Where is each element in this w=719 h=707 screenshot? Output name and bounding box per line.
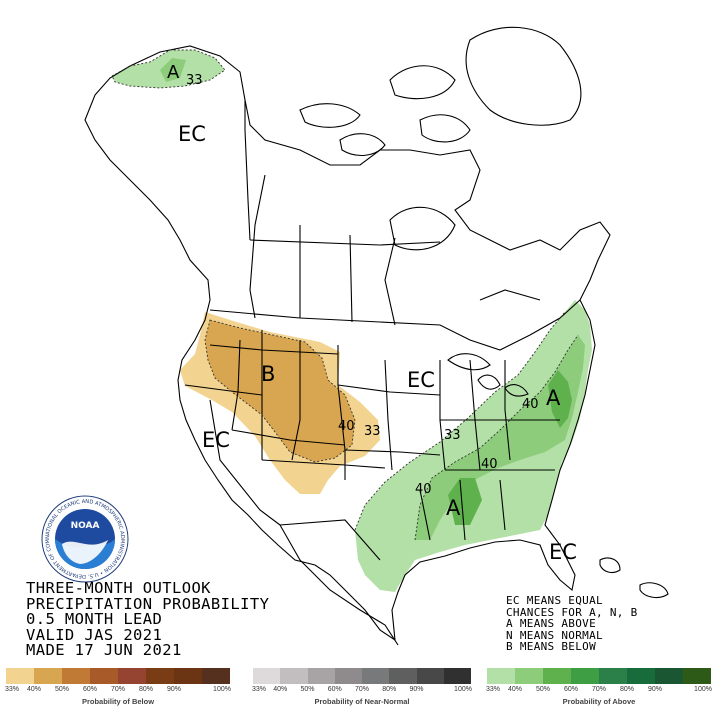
contour-east-33: 33 bbox=[444, 428, 461, 443]
below-swatch-7 bbox=[202, 668, 230, 684]
legend-line-1: EC MEANS EQUAL bbox=[506, 594, 603, 607]
below-ticks: 33% 40% 50% 60% 70% 80% 90% 100% bbox=[4, 686, 231, 696]
below-tick-2: 50% bbox=[54, 686, 70, 693]
above-caption: Probability of Above bbox=[562, 697, 636, 706]
above-swatch-4 bbox=[599, 668, 627, 684]
below-swatches bbox=[6, 668, 230, 684]
below-swatch-5 bbox=[146, 668, 174, 684]
above-tick-5: 80% bbox=[619, 686, 635, 693]
label-ec-west: EC bbox=[202, 428, 230, 452]
above-tick-1: 40% bbox=[507, 686, 523, 693]
normal-tick-2: 50% bbox=[300, 686, 315, 693]
normal-tick-6: 90% bbox=[409, 686, 424, 693]
normal-swatch-3 bbox=[334, 668, 362, 684]
contour-east-40-south: 40 bbox=[415, 482, 432, 497]
above-swatches bbox=[487, 668, 711, 684]
label-ec-central: EC bbox=[407, 368, 435, 392]
normal-caption: Probability of Near-Normal bbox=[314, 697, 410, 706]
probability-contours bbox=[111, 49, 579, 541]
label-b-northwest: B bbox=[261, 362, 276, 386]
contour-east-40-mid: 40 bbox=[481, 457, 498, 472]
shade-northwest-below-40 bbox=[205, 320, 355, 462]
below-tick-7: 100% bbox=[213, 686, 231, 693]
above-swatch-2 bbox=[543, 668, 571, 684]
contour-nw-40: 40 bbox=[338, 419, 355, 434]
title-line-1: THREE-MONTH OUTLOOK bbox=[26, 579, 211, 597]
title-block: THREE-MONTH OUTLOOK PRECIPITATION PROBAB… bbox=[26, 579, 270, 659]
legend-line-3: A MEANS ABOVE bbox=[506, 617, 596, 630]
title-line-5: MADE 17 JUN 2021 bbox=[26, 641, 182, 659]
below-tick-5: 80% bbox=[138, 686, 154, 693]
above-swatch-3 bbox=[571, 668, 599, 684]
legend-text-block: EC MEANS EQUAL CHANCES FOR A, N, B A MEA… bbox=[506, 595, 638, 653]
normal-swatches bbox=[253, 668, 471, 684]
normal-swatch-4 bbox=[362, 668, 390, 684]
above-swatch-6 bbox=[655, 668, 683, 684]
shade-gulf-above-50 bbox=[448, 478, 482, 525]
noaa-text: NOAA bbox=[71, 521, 100, 531]
below-tick-6: 90% bbox=[166, 686, 182, 693]
below-tick-1: 40% bbox=[26, 686, 42, 693]
below-swatch-4 bbox=[118, 668, 146, 684]
contour-alaska-33: 33 bbox=[186, 73, 203, 88]
scale-normal: 33% 40% 50% 60% 70% 80% 90% 100% Probability of … bbox=[251, 668, 472, 706]
above-tick-4: 70% bbox=[591, 686, 607, 693]
normal-swatch-5 bbox=[389, 668, 417, 684]
normal-tick-0: 33% bbox=[251, 686, 267, 693]
normal-tick-5: 80% bbox=[382, 686, 397, 693]
legend-line-5: B MEANS BELOW bbox=[506, 640, 596, 653]
legend-line-4: N MEANS NORMAL bbox=[506, 628, 603, 642]
shade-east-above-33 bbox=[355, 300, 592, 592]
below-caption: Probability of Below bbox=[81, 697, 155, 706]
normal-tick-1: 40% bbox=[273, 686, 288, 693]
normal-tick-7: 100% bbox=[454, 686, 472, 693]
normal-ticks: 33% 40% 50% 60% 70% 80% 90% 100% bbox=[251, 686, 472, 696]
title-line-3: 0.5 MONTH LEAD bbox=[26, 610, 163, 628]
political-boundaries bbox=[84, 26, 669, 646]
above-swatch-0 bbox=[487, 668, 515, 684]
label-a-alaska: A bbox=[167, 62, 180, 83]
above-tick-0: 33% bbox=[485, 686, 501, 693]
label-a-east: A bbox=[546, 386, 561, 410]
above-tick-7: 100% bbox=[694, 686, 712, 693]
below-swatch-0 bbox=[6, 668, 34, 684]
shade-east-above-50 bbox=[548, 370, 572, 428]
normal-swatch-0 bbox=[253, 668, 281, 684]
above-tick-2: 50% bbox=[535, 686, 551, 693]
above-swatch-7 bbox=[683, 668, 711, 684]
normal-swatch-1 bbox=[280, 668, 308, 684]
below-swatch-3 bbox=[90, 668, 118, 684]
label-ec-southeast: EC bbox=[549, 540, 577, 564]
scale-above: 33% 40% 50% 60% 70% 80% 90% 100% Probability of … bbox=[485, 668, 712, 706]
above-ticks: 33% 40% 50% 60% 70% 80% 90% 100% bbox=[485, 686, 712, 696]
noaa-logo: NATIONAL OCEANIC AND ATMOSPHERIC ADMINIS… bbox=[40, 494, 129, 583]
legend-line-2: CHANCES FOR A, N, B bbox=[506, 605, 638, 619]
above-swatch-5 bbox=[627, 668, 655, 684]
above-swatch-1 bbox=[515, 668, 543, 684]
label-a-gulf: A bbox=[446, 496, 461, 520]
title-line-4: VALID JAS 2021 bbox=[26, 625, 163, 644]
below-tick-3: 60% bbox=[82, 686, 98, 693]
below-tick-0: 33% bbox=[4, 686, 20, 693]
title-line-2: PRECIPITATION PROBABILITY bbox=[26, 594, 270, 613]
contour-nw-33: 33 bbox=[364, 424, 381, 439]
below-swatch-2 bbox=[62, 668, 90, 684]
below-tick-4: 70% bbox=[110, 686, 126, 693]
contour-east-40-north: 40 bbox=[522, 397, 539, 412]
scale-below: 33% 40% 50% 60% 70% 80% 90% 100% Probability of … bbox=[4, 668, 231, 706]
above-tick-6: 90% bbox=[647, 686, 663, 693]
label-ec-alaska: EC bbox=[178, 122, 206, 146]
below-swatch-1 bbox=[34, 668, 62, 684]
normal-swatch-7 bbox=[443, 668, 471, 684]
below-swatch-6 bbox=[174, 668, 202, 684]
normal-swatch-2 bbox=[307, 668, 335, 684]
shade-alaska-above-40 bbox=[160, 58, 186, 82]
normal-tick-4: 70% bbox=[354, 686, 370, 693]
normal-swatch-6 bbox=[416, 668, 444, 684]
normal-tick-3: 60% bbox=[327, 686, 342, 693]
above-tick-3: 60% bbox=[563, 686, 579, 693]
